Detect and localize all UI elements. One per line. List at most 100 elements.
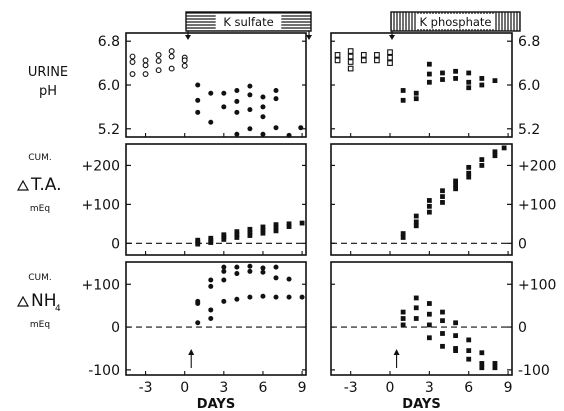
data-point-filled-square <box>440 200 445 205</box>
data-point-filled-circle <box>273 294 279 300</box>
data-point-filled-circle <box>298 125 304 131</box>
data-point-filled-square <box>426 311 432 317</box>
x-tick-label: -3 <box>344 380 358 396</box>
data-point-open-circle <box>155 67 162 74</box>
data-point-filled-square <box>234 235 240 240</box>
data-point-filled-square <box>466 170 472 176</box>
data-point-filled-square <box>208 240 214 245</box>
row-label-ph: pH <box>39 84 57 99</box>
data-point-filled-square <box>426 322 432 328</box>
y-tick-label: +200 <box>518 158 556 174</box>
data-point-open-square <box>347 59 354 65</box>
data-point-filled-square <box>273 225 279 231</box>
data-point-open-circle <box>129 53 136 60</box>
data-point-filled-square <box>426 203 432 209</box>
panel-frame <box>330 143 513 256</box>
data-point-filled-square <box>440 77 445 82</box>
data-point-open-square <box>347 53 354 60</box>
x-axis-title: DAYS <box>402 397 440 411</box>
data-point-filled-circle <box>195 97 201 103</box>
y-tick-label: 6.8 <box>98 34 120 50</box>
data-point-filled-square <box>400 316 406 321</box>
panel-ph-k-phosphate: 6.8 6.0 5.2 <box>330 32 540 138</box>
data-point-filled-circle <box>273 275 279 281</box>
data-point-filled-square <box>453 178 459 184</box>
data-point-filled-square <box>453 333 459 339</box>
data-point-filled-square <box>440 194 445 199</box>
data-point-filled-square <box>260 230 266 236</box>
data-point-filled-square <box>453 348 459 354</box>
y-tick-label: +100 <box>82 197 120 213</box>
data-point-filled-circle <box>273 125 279 131</box>
data-point-filled-square <box>466 164 472 170</box>
data-point-filled-circle <box>247 92 253 98</box>
delta-icon <box>16 295 30 307</box>
y-tick-label: 6.0 <box>98 78 120 94</box>
data-point-open-square <box>387 49 393 56</box>
data-point-filled-circle <box>221 277 227 283</box>
data-point-filled-square <box>479 163 485 168</box>
data-point-filled-circle <box>234 131 240 137</box>
data-point-filled-circle <box>273 96 279 102</box>
data-point-open-circle <box>142 57 149 64</box>
data-point-filled-square <box>195 237 201 243</box>
data-point-filled-square <box>208 235 214 241</box>
data-point-filled-square <box>466 174 472 180</box>
banner-label: K phosphate <box>419 15 491 29</box>
data-point-filled-square <box>440 318 445 324</box>
treatment-banner-k-phosphate: K phosphate <box>389 11 521 40</box>
y-tick-label: 0 <box>111 320 120 336</box>
data-point-open-circle <box>142 71 149 78</box>
data-point-filled-circle <box>221 90 227 96</box>
data-point-filled-square <box>221 232 227 238</box>
data-point-filled-square <box>492 78 498 84</box>
data-point-open-square <box>347 65 354 72</box>
points-ta-k-phosphate <box>400 145 507 240</box>
data-point-open-circle <box>181 57 188 64</box>
data-point-filled-square <box>413 219 419 225</box>
row-label-meq: mEq <box>30 204 50 214</box>
data-point-filled-square <box>426 61 432 67</box>
points-ta-k-sulfate <box>195 220 305 247</box>
data-point-filled-square <box>479 82 485 88</box>
data-point-open-square <box>360 52 367 58</box>
y-tick-label: 0 <box>518 236 527 252</box>
points-nh4-k-sulfate <box>195 263 305 326</box>
panel-frame <box>125 32 307 138</box>
data-point-filled-circle <box>260 104 266 110</box>
data-point-filled-circle <box>247 263 253 269</box>
data-point-filled-square <box>479 361 485 366</box>
data-point-filled-square <box>400 231 406 236</box>
data-point-filled-square <box>426 71 432 77</box>
y-tick-label: 6.0 <box>518 78 540 94</box>
data-point-filled-circle <box>247 83 253 89</box>
data-point-open-circle <box>129 59 136 65</box>
panel-frame <box>125 261 307 376</box>
data-point-filled-square <box>260 224 266 230</box>
x-tick-label: 0 <box>386 380 395 396</box>
data-point-filled-circle <box>260 265 266 271</box>
data-point-filled-circle <box>234 271 240 277</box>
y-tick-label: 6.8 <box>518 34 540 50</box>
points-nh4-k-phosphate <box>400 295 498 371</box>
data-point-filled-square <box>247 230 253 235</box>
data-point-filled-circle <box>260 293 266 299</box>
data-point-filled-circle <box>208 316 214 321</box>
data-point-filled-square <box>466 348 472 354</box>
data-point-filled-square <box>413 90 419 96</box>
data-point-filled-square <box>466 85 472 91</box>
data-point-filled-square <box>400 235 406 240</box>
data-point-open-square <box>374 52 380 58</box>
down-arrow-icon <box>389 35 395 40</box>
data-point-open-circle <box>129 71 136 78</box>
data-point-filled-square <box>400 97 406 103</box>
data-point-filled-circle <box>247 107 253 113</box>
panel-ta-k-sulfate: +200 +100 0 <box>82 143 307 256</box>
data-point-filled-square <box>273 222 279 228</box>
panel-ph-k-sulfate: 6.8 6.0 5.2 <box>98 32 307 138</box>
y-tick-label: +100 <box>518 277 556 293</box>
y-tick-label: -100 <box>88 363 120 379</box>
data-point-filled-circle <box>299 294 305 300</box>
data-point-filled-square <box>400 309 406 315</box>
data-point-filled-square <box>501 145 507 151</box>
